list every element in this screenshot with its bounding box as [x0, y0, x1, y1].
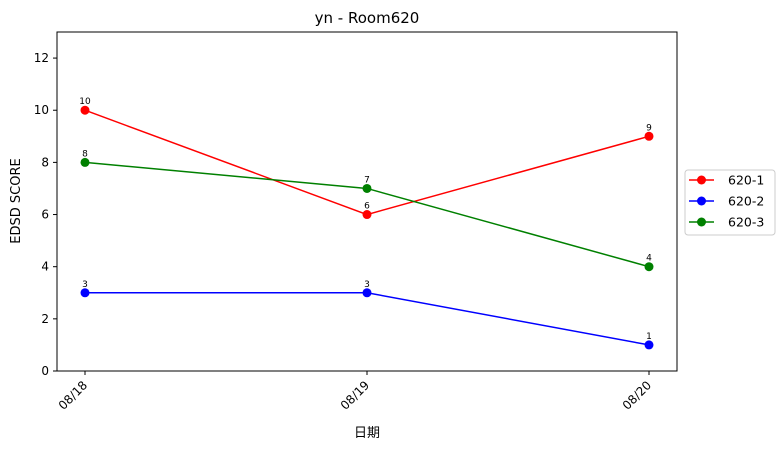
data-point [80, 105, 90, 115]
data-point [644, 340, 654, 350]
legend: 620-1 620-2 620-3 [684, 169, 776, 236]
series-line [84, 109, 650, 216]
series-620-1: 10 6 9 [79, 97, 654, 220]
data-label: 10 [79, 97, 91, 107]
legend-marker [697, 217, 706, 227]
data-label: 3 [82, 280, 88, 290]
data-point [644, 131, 654, 141]
x-tick-label: 08/20 [620, 378, 654, 412]
data-label: 7 [364, 175, 370, 185]
y-tick-label: 10 [34, 103, 49, 117]
legend-item-620-3: 620-3 [689, 215, 764, 230]
chart-title: yn - Room620 [315, 9, 420, 27]
y-tick-label: 12 [34, 51, 49, 65]
legend-marker [697, 196, 706, 206]
y-tick-label: 4 [41, 260, 49, 274]
y-tick-label: 6 [41, 208, 49, 222]
data-label: 1 [646, 332, 652, 342]
x-axis: 08/18 08/19 08/20 [56, 371, 654, 413]
y-tick-label: 2 [41, 312, 49, 326]
legend-item-620-1: 620-1 [689, 173, 764, 188]
data-point [362, 288, 372, 298]
legend-label: 620-1 [728, 173, 764, 188]
y-tick-label: 0 [41, 364, 49, 378]
x-tick-label: 08/18 [56, 378, 90, 412]
x-tick-label: 08/19 [338, 378, 372, 412]
data-point [80, 288, 90, 298]
legend-box [684, 169, 776, 236]
series-line [85, 292, 650, 346]
data-label: 8 [82, 149, 88, 159]
data-point [362, 183, 372, 193]
legend-label: 620-3 [728, 215, 764, 230]
data-label: 9 [646, 123, 652, 133]
y-axis: 0 2 4 6 8 10 12 [34, 51, 57, 378]
legend-item-620-2: 620-2 [689, 194, 764, 209]
data-label: 4 [646, 254, 652, 264]
y-tick-label: 8 [41, 155, 49, 169]
legend-marker [697, 175, 706, 185]
series-layer: 10 6 9 3 3 1 8 7 4 [79, 97, 654, 350]
series-620-3: 8 7 4 [80, 149, 654, 272]
data-label: 3 [364, 280, 370, 290]
data-point [644, 262, 654, 272]
data-point [362, 210, 372, 220]
data-point [80, 157, 90, 167]
y-axis-title: EDSD SCORE [9, 158, 24, 243]
legend-label: 620-2 [728, 194, 764, 209]
data-label: 6 [364, 202, 370, 212]
series-620-2: 3 3 1 [80, 280, 654, 350]
x-axis-title: 日期 [354, 426, 380, 441]
